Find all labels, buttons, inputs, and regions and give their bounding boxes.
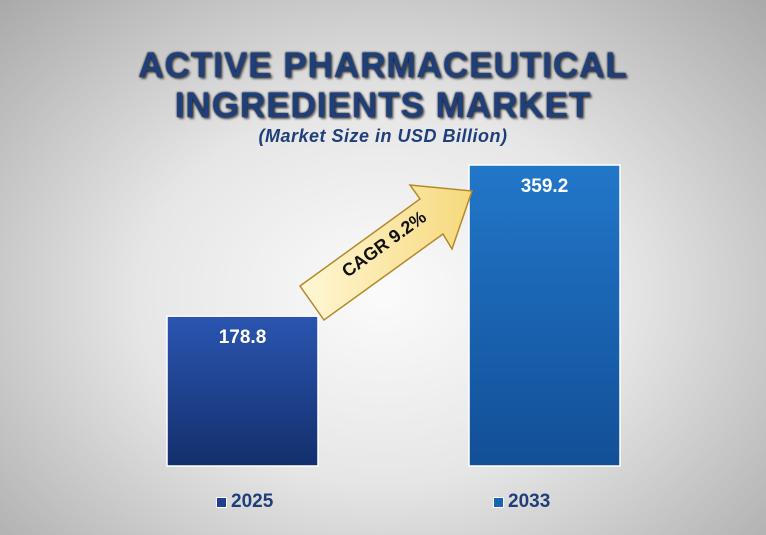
bar-2025 (166, 315, 319, 467)
legend-item-2033: 2033 (493, 491, 550, 513)
bars-group: 178.8 359.2 (166, 164, 621, 467)
legend-label-2025: 2025 (231, 491, 274, 512)
bar-2033 (468, 164, 621, 467)
data-label-2033: 359.2 (521, 176, 569, 197)
chart-subtitle: (Market Size in USD Billion) (258, 126, 508, 146)
legend-swatch-2033 (493, 496, 504, 508)
data-label-2025: 178.8 (219, 327, 267, 348)
legend-swatch-2025 (216, 496, 227, 508)
chart-title-line-1: ACTIVE PHARMACEUTICAL (138, 46, 628, 85)
cagr-arrow (298, 184, 474, 322)
legend-item-2025: 2025 (216, 491, 273, 513)
legend-label-2033: 2033 (508, 491, 551, 512)
chart-title-line-2: INGREDIENTS MARKET (174, 86, 592, 125)
